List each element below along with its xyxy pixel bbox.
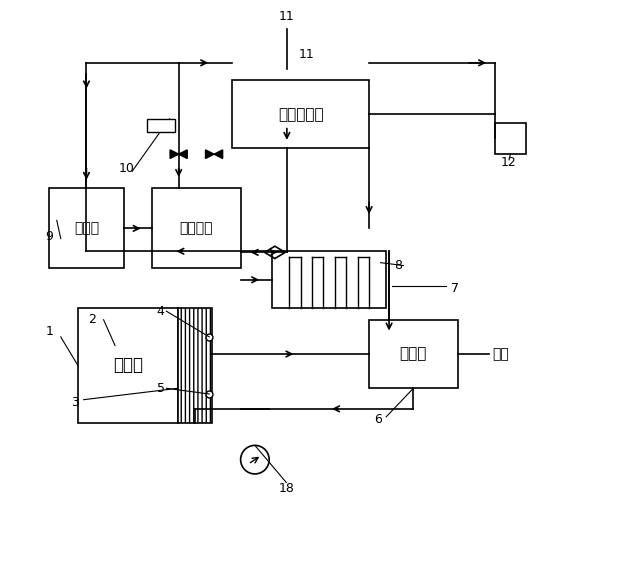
Text: 热水箱: 热水箱 (74, 222, 99, 235)
Circle shape (241, 445, 269, 474)
Text: 2: 2 (88, 313, 96, 326)
Bar (369, 320, 457, 388)
Text: 18: 18 (278, 482, 295, 494)
Text: 1: 1 (46, 325, 53, 337)
Polygon shape (205, 150, 214, 158)
Text: 11: 11 (279, 10, 295, 23)
Polygon shape (214, 150, 223, 158)
Bar (152, 188, 241, 268)
Text: 发动机: 发动机 (113, 356, 143, 375)
Text: 4: 4 (157, 305, 165, 317)
Bar (49, 188, 124, 268)
Polygon shape (170, 150, 178, 158)
Text: 3: 3 (71, 396, 79, 409)
Text: 7: 7 (451, 282, 459, 295)
Text: 11: 11 (298, 48, 314, 61)
Bar (232, 80, 369, 148)
Text: 12: 12 (501, 156, 517, 169)
Polygon shape (178, 150, 187, 158)
Text: 5: 5 (157, 382, 165, 395)
Text: 常温水箱: 常温水箱 (180, 222, 213, 235)
Text: 6: 6 (374, 413, 382, 426)
Bar (147, 119, 175, 132)
Text: 废气: 废气 (492, 347, 509, 361)
Bar (178, 308, 212, 423)
Text: 10: 10 (119, 162, 134, 175)
Text: 热利用装置: 热利用装置 (278, 107, 323, 122)
Bar (78, 308, 178, 423)
Bar (495, 123, 526, 154)
Text: 消声器: 消声器 (399, 347, 427, 361)
Text: 9: 9 (46, 231, 53, 243)
Bar (272, 251, 386, 308)
Text: 8: 8 (394, 259, 402, 272)
